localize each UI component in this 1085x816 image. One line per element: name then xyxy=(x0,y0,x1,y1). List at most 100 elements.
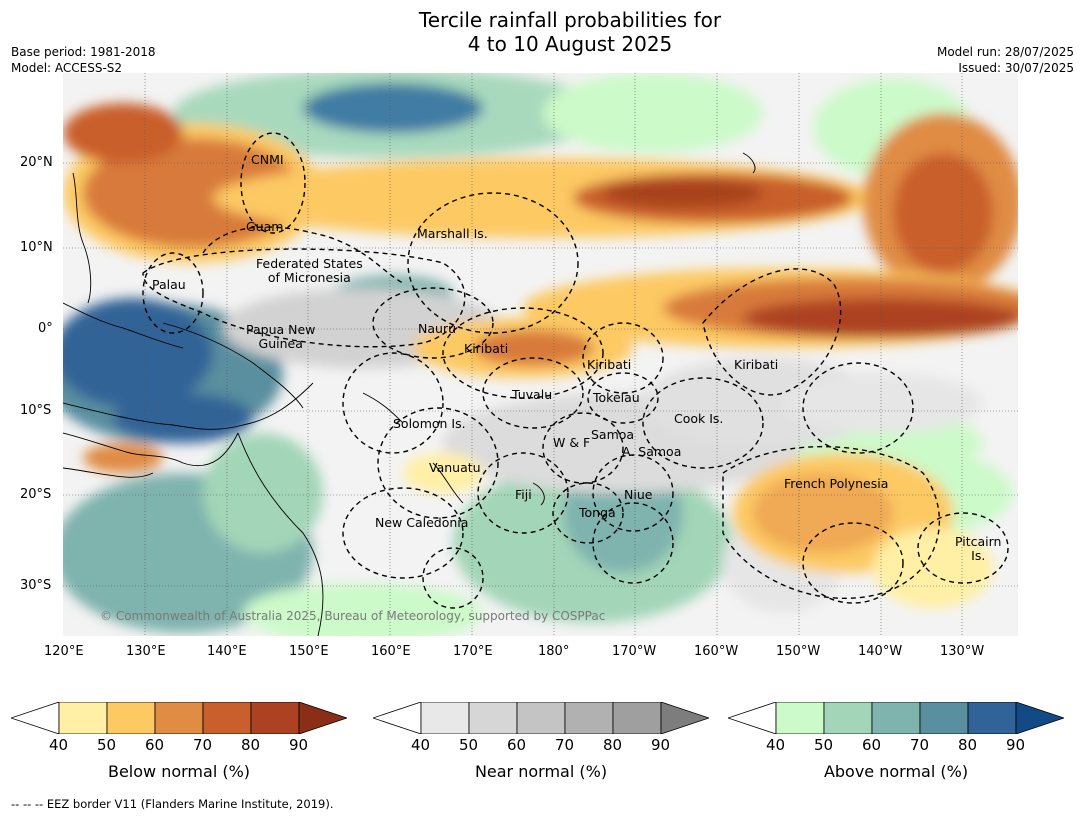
region-label: Guam xyxy=(246,219,284,234)
model-text: Model: ACCESS-S2 xyxy=(11,61,123,75)
region-label: Pitcairn Is. xyxy=(955,534,1002,563)
region-label: W & F xyxy=(553,435,591,450)
region-label: Marshall Is. xyxy=(417,226,488,241)
region-label: Federated States of Micronesia xyxy=(256,256,363,285)
region-label: Tuvalu xyxy=(512,387,553,402)
colorbar-below-swatches xyxy=(9,701,349,735)
colorbar-tick: 80 xyxy=(958,736,978,754)
region-label: Kiribati xyxy=(734,357,779,372)
lat-tick: 20°S xyxy=(20,487,52,502)
colorbar-tick: 40 xyxy=(49,736,69,754)
colorbar-swatch xyxy=(564,701,614,735)
colorbar-swatch xyxy=(516,701,566,735)
lat-tick: 10°S xyxy=(20,403,52,418)
lon-tick: 170°W xyxy=(612,644,657,659)
lat-tick: 10°N xyxy=(20,240,53,255)
colorbar-swatch xyxy=(58,701,108,735)
colorbar-swatch xyxy=(420,701,470,735)
colorbar-tick: 60 xyxy=(507,736,527,754)
colorbar-swatch xyxy=(775,701,825,735)
region-label: Kiribati xyxy=(587,357,632,372)
colorbar-swatch xyxy=(967,701,1017,735)
lon-tick: 180° xyxy=(538,644,570,659)
colorbar-above-normal xyxy=(726,701,1066,735)
lat-tick: 0° xyxy=(38,321,53,336)
colorbar-extend-low xyxy=(9,701,60,735)
colorbar-below-normal xyxy=(9,701,349,735)
colorbar-tick: 40 xyxy=(766,736,786,754)
lon-tick: 160°W xyxy=(694,644,739,659)
graticule xyxy=(63,73,1018,636)
chart-title-line2: 4 to 10 August 2025 xyxy=(467,32,673,56)
region-label: Niue xyxy=(624,487,653,502)
eez-boundaries xyxy=(142,132,1009,609)
region-label: A. Samoa xyxy=(622,444,682,459)
colorbar-tick: 80 xyxy=(603,736,623,754)
region-label: Papua New Guinea xyxy=(246,322,316,351)
region-label: Samoa xyxy=(591,427,635,442)
lon-tick: 130°W xyxy=(940,644,985,659)
region-label: Palau xyxy=(152,277,186,292)
map-canvas xyxy=(63,73,1018,636)
colorbar-swatch xyxy=(468,701,518,735)
probability-field xyxy=(63,73,1018,636)
colorbar-swatch xyxy=(250,701,300,735)
colorbar-swatch xyxy=(871,701,921,735)
region-label: Tokelau xyxy=(593,390,640,405)
lat-tick: 30°S xyxy=(20,578,52,593)
model-run-text: Model run: 28/07/2025 xyxy=(936,45,1074,59)
colorbar-tick: 70 xyxy=(910,736,930,754)
region-label: Tonga xyxy=(579,505,616,520)
region-label: CNMI xyxy=(251,152,284,167)
lon-tick: 150°E xyxy=(289,644,329,659)
coastlines xyxy=(63,152,756,636)
lat-tick: 20°N xyxy=(20,155,53,170)
region-label: Nauru xyxy=(418,321,456,336)
colorbar-above-swatches xyxy=(726,701,1066,735)
colorbar-extend-high xyxy=(1015,701,1066,735)
colorbar-tick: 70 xyxy=(193,736,213,754)
colorbar-extend-high xyxy=(298,701,349,735)
colorbar-tick: 90 xyxy=(1006,736,1026,754)
colorbar-tick: 60 xyxy=(862,736,882,754)
region-label: Cook Is. xyxy=(674,411,724,426)
colorbar-swatch xyxy=(154,701,204,735)
colorbar-swatch xyxy=(202,701,252,735)
lon-tick: 160°E xyxy=(371,644,411,659)
rainfall-map: CNMI Guam Marshall Is. Federated States … xyxy=(63,73,1018,636)
colorbar-tick: 90 xyxy=(651,736,671,754)
colorbar-extend-low xyxy=(371,701,422,735)
region-label: Vanuatu xyxy=(429,460,481,475)
issued-text: Issued: 30/07/2025 xyxy=(958,61,1074,75)
colorbar-tick: 50 xyxy=(97,736,117,754)
base-period-text: Base period: 1981-2018 xyxy=(11,45,156,59)
colorbar-tick: 50 xyxy=(459,736,479,754)
lon-tick: 120°E xyxy=(44,644,84,659)
footnote-eez: -- -- -- EEZ border V11 (Flanders Marine… xyxy=(11,797,334,811)
colorbar-tick: 80 xyxy=(241,736,261,754)
region-label: French Polynesia xyxy=(784,476,889,491)
colorbar-tick: 90 xyxy=(289,736,309,754)
colorbar-swatch xyxy=(106,701,156,735)
colorbar-label-below: Below normal (%) xyxy=(107,762,251,781)
colorbar-near-normal xyxy=(371,701,711,735)
colorbar-near-swatches xyxy=(371,701,711,735)
region-label: Solomon Is. xyxy=(393,416,466,431)
colorbar-swatch xyxy=(612,701,662,735)
chart-title-line1: Tercile rainfall probabilities for xyxy=(418,8,722,32)
region-label: Kiribati xyxy=(464,341,509,356)
lon-tick: 130°E xyxy=(126,644,166,659)
colorbar-extend-high xyxy=(660,701,711,735)
colorbar-swatch xyxy=(919,701,969,735)
colorbar-tick: 60 xyxy=(145,736,165,754)
colorbar-swatch xyxy=(823,701,873,735)
colorbar-tick: 50 xyxy=(814,736,834,754)
lon-tick: 140°W xyxy=(858,644,903,659)
region-label: New Caledonia xyxy=(375,515,469,530)
lon-tick: 140°E xyxy=(207,644,247,659)
region-label: Fiji xyxy=(515,487,532,502)
colorbar-tick: 70 xyxy=(555,736,575,754)
lon-tick: 150°W xyxy=(776,644,821,659)
colorbar-extend-low xyxy=(726,701,777,735)
lon-tick: 170°E xyxy=(453,644,493,659)
